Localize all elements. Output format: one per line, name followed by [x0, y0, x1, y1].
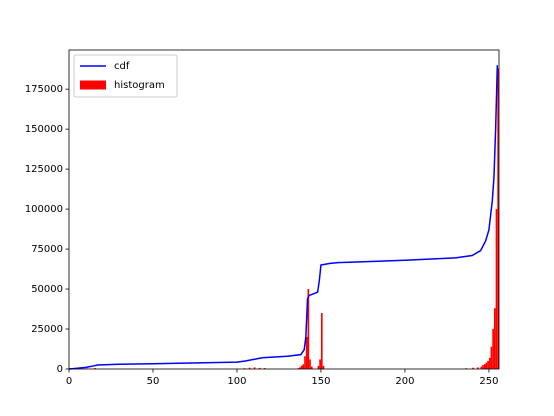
- histogram-bar: [485, 362, 488, 369]
- histogram-bar: [299, 367, 301, 369]
- histogram-bar: [495, 209, 498, 369]
- legend: cdf histogram: [73, 54, 178, 98]
- x-tick-label: 150: [311, 376, 330, 387]
- histogram-bar: [320, 313, 323, 369]
- y-tick-label: 0: [57, 364, 63, 375]
- histogram-bar: [490, 346, 493, 369]
- histogram-bar: [483, 364, 486, 369]
- x-tick-label: 250: [479, 376, 498, 387]
- histogram-bar: [302, 364, 305, 369]
- histogram-bar: [258, 367, 261, 369]
- y-tick-label: 175000: [25, 84, 63, 95]
- x-tick-label: 100: [227, 376, 246, 387]
- histogram-bar: [310, 366, 313, 369]
- histogram-bar: [94, 368, 96, 369]
- y-tick-label: 100000: [25, 204, 63, 215]
- histogram-bar: [319, 359, 321, 369]
- histogram-bar: [497, 68, 499, 369]
- histogram-bar: [253, 367, 256, 369]
- legend-label: cdf: [114, 61, 130, 72]
- histogram-bar: [487, 361, 489, 369]
- histogram-bar: [300, 365, 303, 369]
- histogram-bar: [248, 367, 251, 369]
- plot-area: [69, 50, 499, 369]
- y-tick-label: 75000: [31, 244, 63, 255]
- histogram-bar: [305, 337, 308, 369]
- y-tick-label: 150000: [25, 124, 63, 135]
- histogram-bar: [317, 365, 320, 369]
- x-tick-label: 200: [395, 376, 414, 387]
- histogram-bar: [480, 366, 483, 369]
- x-tick-label: 50: [147, 376, 160, 387]
- legend-swatch: [80, 80, 106, 90]
- histogram-bar: [493, 308, 496, 369]
- y-tick-label: 125000: [25, 164, 63, 175]
- histogram-bar: [263, 368, 266, 369]
- histogram-bar: [307, 289, 310, 369]
- histogram-bar: [309, 359, 311, 369]
- legend-label: histogram: [114, 80, 165, 91]
- histogram-bar: [472, 367, 474, 369]
- histogram-bar: [477, 367, 479, 369]
- cdf-line: [68, 65, 499, 370]
- y-tick-label: 50000: [31, 284, 63, 295]
- histogram-bar: [304, 356, 306, 369]
- histogram-bar: [482, 365, 484, 369]
- histogram-bar: [322, 365, 325, 369]
- histogram-bar: [492, 329, 494, 369]
- x-tick-label: 0: [66, 376, 72, 387]
- y-tick-label: 25000: [31, 324, 63, 335]
- histogram-bar: [488, 357, 491, 369]
